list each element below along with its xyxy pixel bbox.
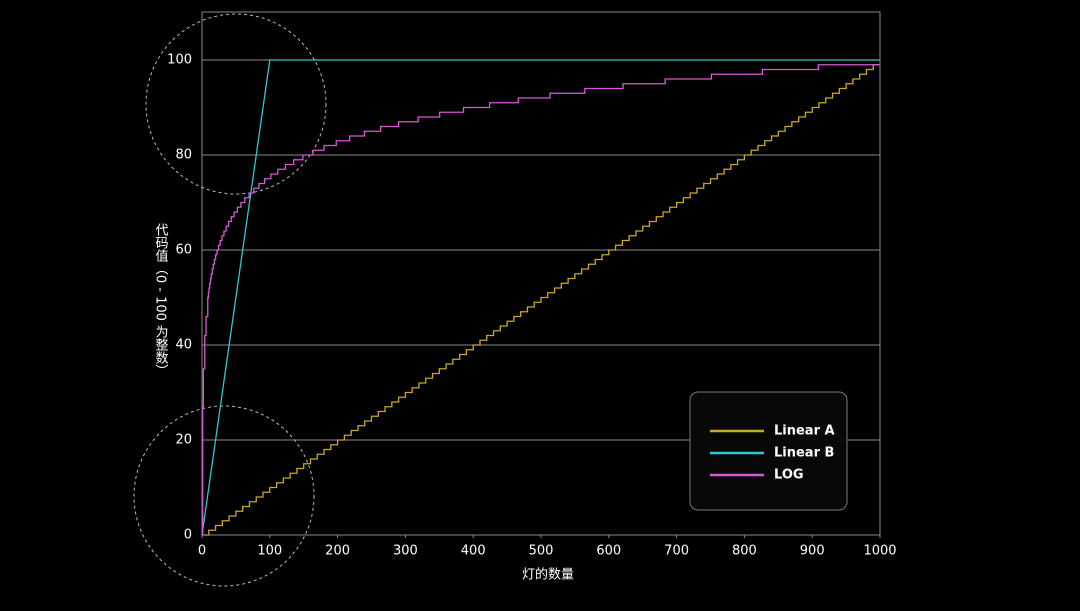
- y-tick-label: 0: [184, 528, 192, 543]
- legend-label: LOG: [774, 468, 804, 483]
- x-tick-label: 600: [596, 544, 621, 559]
- x-tick-label: 900: [800, 544, 825, 559]
- legend-label: Linear A: [774, 424, 835, 439]
- legend-box: [689, 391, 848, 511]
- x-tick-label: 700: [664, 544, 689, 559]
- series-line: [202, 64, 880, 536]
- highlight-circle: [145, 13, 327, 195]
- y-axis-label: 代码值（0 - 100 为整数）: [153, 223, 169, 377]
- y-tick-label: 100: [167, 53, 192, 68]
- y-tick-label: 20: [175, 433, 192, 448]
- x-tick-label: 200: [325, 544, 350, 559]
- x-tick-label: 300: [393, 544, 418, 559]
- x-tick-label: 1000: [863, 544, 896, 559]
- highlight-circle: [133, 405, 315, 587]
- series-line: [201, 59, 880, 536]
- y-tick-label: 60: [175, 243, 192, 258]
- x-axis-label: 灯的数量: [522, 567, 574, 583]
- legend: Linear A Linear B LOG: [689, 391, 848, 511]
- y-tick-label: 40: [175, 338, 192, 353]
- series-line: [202, 64, 880, 536]
- x-tick-label: 800: [732, 544, 757, 559]
- x-tick-label: 100: [257, 544, 282, 559]
- x-tick-label: 400: [461, 544, 486, 559]
- x-tick-label: 500: [529, 544, 554, 559]
- legend-label: Linear B: [774, 446, 834, 461]
- series-lines: [201, 59, 880, 536]
- x-tick-label: 0: [198, 544, 206, 559]
- y-tick-label: 80: [175, 148, 192, 163]
